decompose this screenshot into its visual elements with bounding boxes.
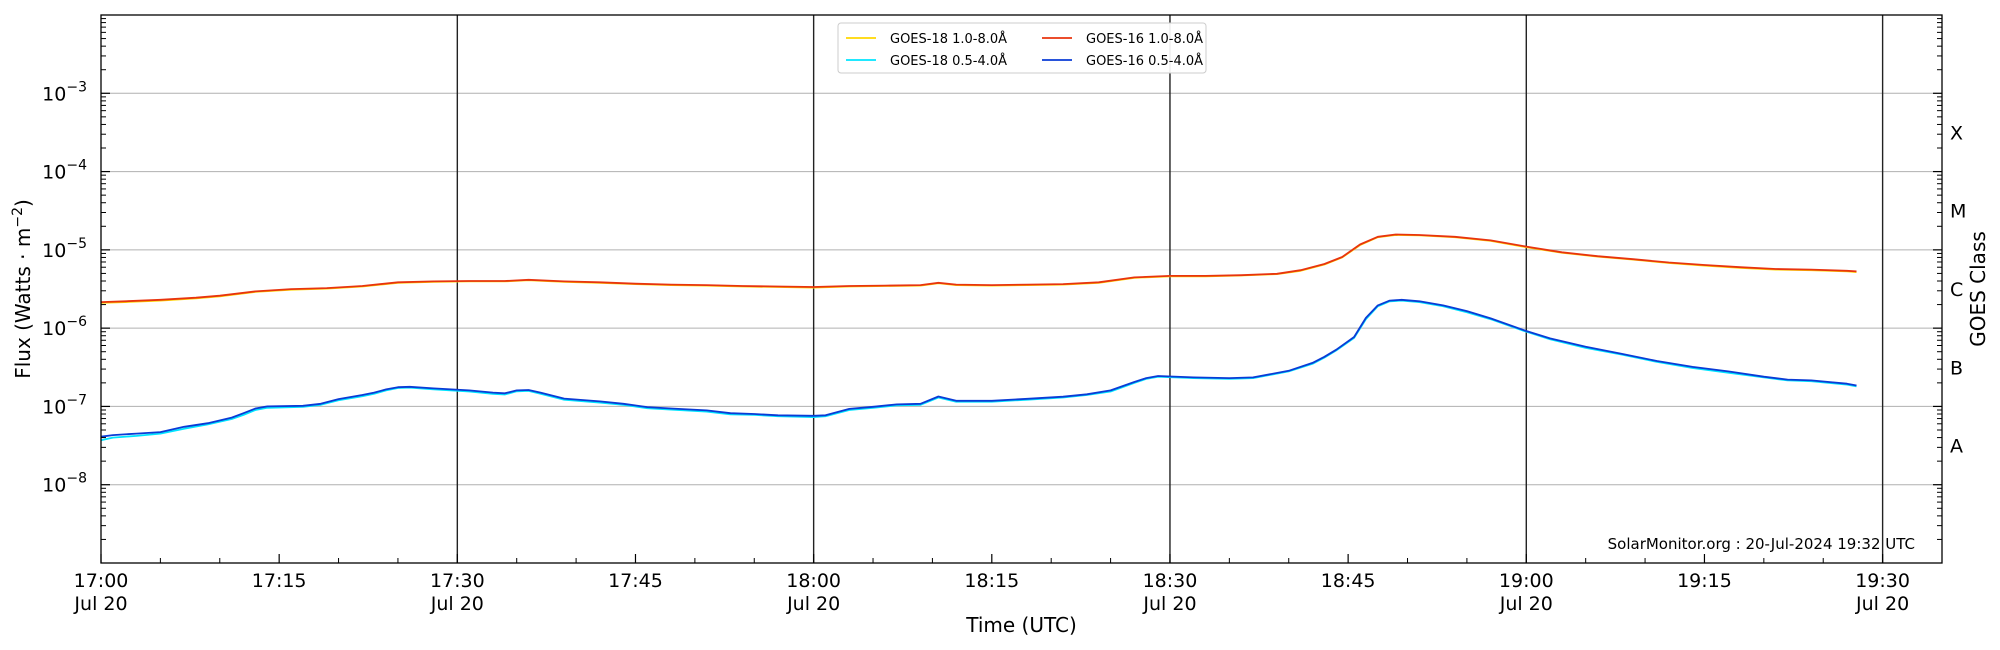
y-tick-exponent: −5 [66,236,87,252]
y-tick-exponent: −4 [66,158,87,174]
y-tick-label: 10−6 [42,314,87,340]
goes-class-axis-title: GOES Class [1966,231,1990,347]
x-tick-time: 17:15 [252,570,307,592]
y-tick-exponent: −3 [66,79,87,95]
x-tick-time: 18:30 [1143,570,1198,592]
x-tick-time: 19:00 [1499,570,1554,592]
x-tick-time: 18:45 [1321,570,1376,592]
x-tick-date: Jul 20 [786,593,840,615]
goes-class-c: C [1950,279,1963,301]
y-tick-exponent: −6 [66,314,87,330]
goes-class-labels: A B C M X [1950,122,1966,457]
y-axis-title-close: ) [11,199,35,207]
y-tick-base: 10 [42,240,66,262]
y-axis-title-sup: −2 [10,207,26,228]
y-tick-exponent: −8 [66,471,87,487]
x-tick-time: 17:00 [74,570,129,592]
goes-class-x: X [1950,122,1963,144]
y-tick-label: 10−5 [42,236,87,262]
x-tick-time: 18:15 [964,570,1019,592]
legend-label-3: GOES-16 0.5-4.0Å [1086,53,1203,69]
legend-label-0: GOES-18 1.0-8.0Å [890,31,1007,47]
y-tick-base: 10 [42,475,66,497]
series-line-0 [100,234,1857,304]
y-axis-title-main: Flux (Watts · m [11,228,35,379]
y-tick-base: 10 [42,83,66,105]
plot-frame [100,14,1943,564]
series-layer [100,233,1857,442]
x-tick-date: Jul 20 [430,593,484,615]
legend: GOES-18 1.0-8.0Å GOES-18 0.5-4.0Å GOES-16 … [837,22,1207,74]
credit-text: SolarMonitor.org : 20-Jul-2024 19:32 UTC [1608,535,1915,553]
x-tick-time: 19:30 [1855,570,1910,592]
x-axis-title: Time (UTC) [965,613,1077,637]
y-tick-label: 10−8 [42,471,87,497]
y-tick-exponent: −7 [66,392,87,408]
x-tick-time: 17:30 [430,570,485,592]
y-tick-label: 10−7 [42,392,87,418]
grid-lines [101,92,1942,486]
series-line-1 [100,233,1857,303]
y-tick-base: 10 [42,162,66,184]
x-tick-time: 18:00 [786,570,841,592]
legend-box [837,22,1207,74]
goes-class-m: M [1950,201,1966,223]
x-tick-date: Jul 20 [1142,593,1196,615]
x-tick-time: 17:45 [608,570,663,592]
y-tick-base: 10 [42,318,66,340]
series-line-2 [100,299,1857,442]
x-tick-date: Jul 20 [1855,593,1909,615]
legend-label-2: GOES-18 0.5-4.0Å [890,53,1007,69]
goes-class-a: A [1950,436,1963,458]
legend-label-1: GOES-16 1.0-8.0Å [1086,31,1203,47]
goes-class-b: B [1950,357,1963,379]
y-tick-label: 10−3 [42,79,87,105]
axis-ticks [100,18,1943,563]
y-axis-title: Flux (Watts · m−2) [10,199,35,379]
major-time-lines [456,15,1884,563]
y-tick-base: 10 [42,396,66,418]
x-tick-date: Jul 20 [73,593,127,615]
series-line-3 [100,298,1857,438]
y-tick-label: 10−4 [42,158,87,184]
x-tick-date: Jul 20 [1499,593,1553,615]
y-tick-labels: 10−810−710−610−510−410−3 [42,79,87,496]
x-tick-time: 19:15 [1677,570,1732,592]
